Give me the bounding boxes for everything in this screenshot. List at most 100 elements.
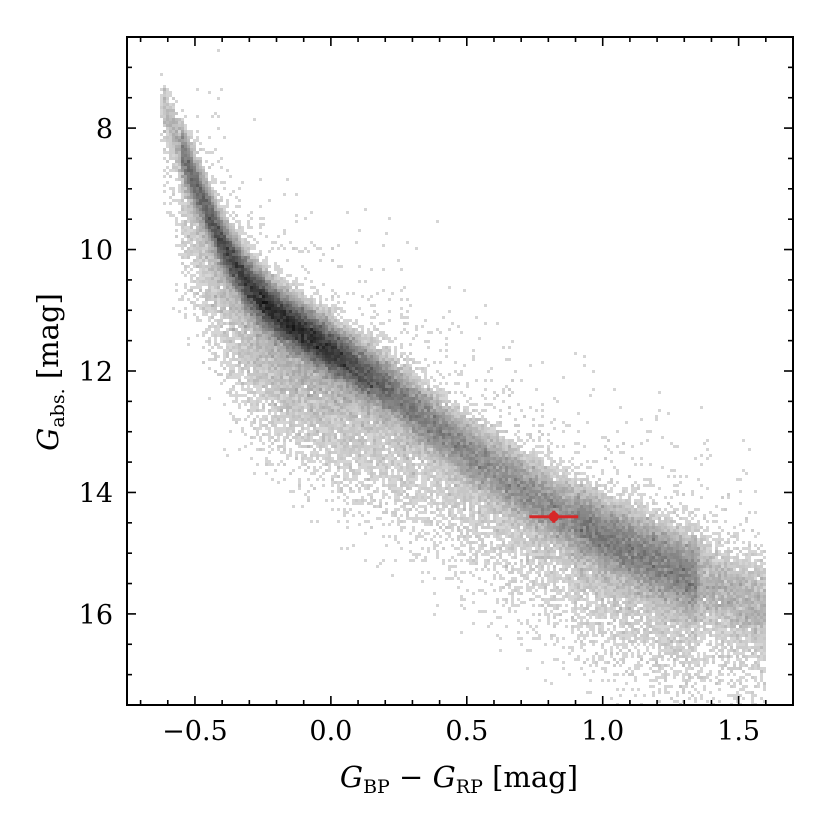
density-cell: [367, 394, 370, 397]
density-cell: [403, 388, 406, 391]
density-cell: [334, 412, 337, 415]
density-cell: [325, 310, 328, 313]
density-cell: [421, 394, 424, 397]
density-cell: [340, 373, 343, 376]
density-cell: [409, 442, 412, 445]
density-cell: [337, 388, 340, 391]
density-cell: [262, 409, 265, 412]
density-cell: [283, 193, 286, 196]
density-cell: [214, 298, 217, 301]
density-cell: [502, 391, 505, 394]
density-cell: [301, 376, 304, 379]
density-cell: [262, 217, 265, 220]
density-cell: [181, 271, 184, 274]
density-cell: [301, 343, 304, 346]
density-cell: [313, 310, 316, 313]
density-cell: [433, 397, 436, 400]
density-cell: [277, 379, 280, 382]
density-cell: [193, 196, 196, 199]
density-cell: [238, 355, 241, 358]
density-cell: [289, 433, 292, 436]
density-cell: [202, 172, 205, 175]
density-cell: [253, 262, 256, 265]
density-cell: [466, 409, 469, 412]
density-cell: [241, 304, 244, 307]
density-cell: [355, 439, 358, 442]
density-cell: [208, 220, 211, 223]
density-cell: [424, 451, 427, 454]
density-cell: [190, 142, 193, 145]
density-cell: [307, 310, 310, 313]
density-cell: [265, 259, 268, 262]
density-cell: [373, 445, 376, 448]
density-cell: [406, 430, 409, 433]
density-cell: [508, 439, 511, 442]
density-cell: [169, 109, 172, 112]
density-cell: [373, 448, 376, 451]
density-cell: [394, 364, 397, 367]
density-cell: [571, 457, 574, 460]
density-cell: [424, 448, 427, 451]
density-cell: [211, 202, 214, 205]
density-cell: [217, 283, 220, 286]
density-cell: [280, 385, 283, 388]
density-cell: [217, 214, 220, 217]
density-cell: [181, 142, 184, 145]
density-cell: [475, 424, 478, 427]
density-cell: [316, 385, 319, 388]
density-cell: [364, 208, 367, 211]
density-cell: [382, 430, 385, 433]
density-cell: [370, 412, 373, 415]
density-cell: [202, 334, 205, 337]
density-cell: [190, 181, 193, 184]
density-cell: [424, 406, 427, 409]
density-cell: [211, 331, 214, 334]
density-cell: [460, 448, 463, 451]
density-cell: [181, 160, 184, 163]
density-cell: [178, 169, 181, 172]
density-cell: [325, 340, 328, 343]
density-cell: [283, 331, 286, 334]
density-cell: [364, 442, 367, 445]
density-cell: [448, 439, 451, 442]
density-cell: [277, 361, 280, 364]
density-cell: [250, 322, 253, 325]
density-cell: [286, 358, 289, 361]
density-cell: [370, 454, 373, 457]
density-cell: [241, 355, 244, 358]
density-cell: [268, 343, 271, 346]
density-cell: [259, 367, 262, 370]
density-cell: [301, 436, 304, 439]
density-cell: [184, 127, 187, 130]
density-cell: [283, 439, 286, 442]
density-cell: [475, 442, 478, 445]
density-cell: [457, 454, 460, 457]
density-cell: [346, 340, 349, 343]
density-cell: [217, 265, 220, 268]
density-cell: [547, 433, 550, 436]
density-cell: [274, 406, 277, 409]
density-cell: [226, 202, 229, 205]
density-cell: [172, 214, 175, 217]
density-cell: [217, 235, 220, 238]
density-cell: [259, 316, 262, 319]
density-cell: [229, 262, 232, 265]
density-cell: [337, 307, 340, 310]
density-cell: [334, 334, 337, 337]
density-cell: [292, 319, 295, 322]
density-cell: [217, 205, 220, 208]
density-cell: [382, 442, 385, 445]
density-cell: [358, 361, 361, 364]
density-cell: [310, 337, 313, 340]
density-cell: [478, 427, 481, 430]
density-cell: [184, 172, 187, 175]
density-cell: [241, 283, 244, 286]
density-cell: [454, 382, 457, 385]
density-cell: [355, 337, 358, 340]
density-cell: [430, 331, 433, 334]
density-cell: [508, 448, 511, 451]
density-cell: [187, 187, 190, 190]
density-cell: [265, 349, 268, 352]
density-cell: [196, 178, 199, 181]
density-cell: [235, 298, 238, 301]
